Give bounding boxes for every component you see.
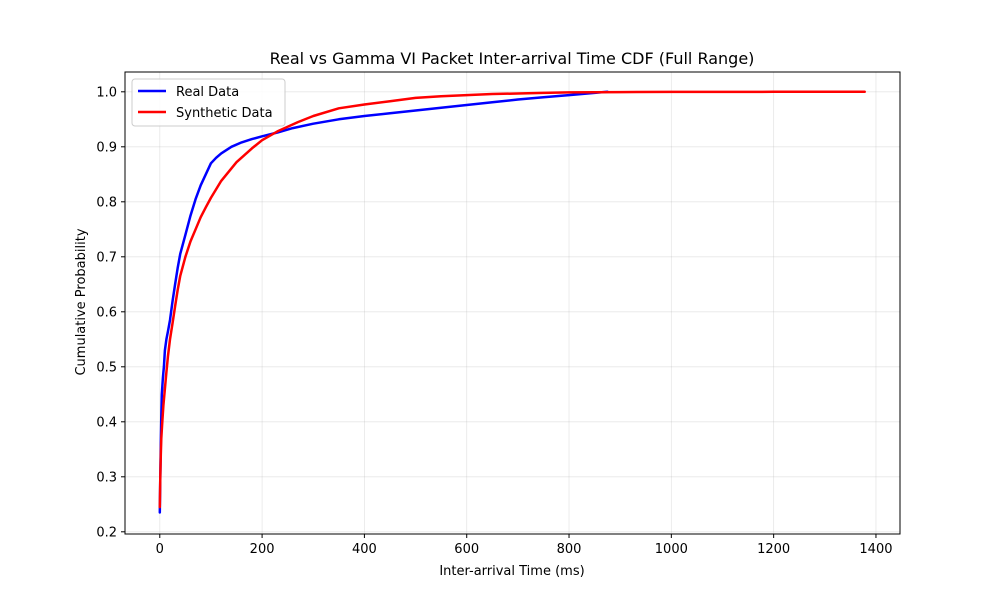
chart-title: Real vs Gamma VI Packet Inter-arrival Ti…: [270, 49, 755, 68]
legend: Real Data Synthetic Data: [131, 78, 286, 127]
y-axis-label: Cumulative Probability: [74, 228, 89, 375]
y-tick-label: 1.0: [96, 85, 117, 100]
x-tick-label: 400: [352, 542, 377, 557]
x-tick-label: 1000: [655, 542, 688, 557]
y-tick-label: 0.8: [96, 195, 117, 210]
legend-box: [131, 78, 286, 127]
x-axis-ticks: 0 200 400 600 800 1000 1200 1400: [156, 534, 893, 557]
x-tick-label: 1200: [757, 542, 790, 557]
y-tick-label: 0.6: [96, 305, 117, 320]
y-tick-label: 0.3: [96, 470, 117, 485]
y-tick-label: 0.4: [96, 415, 117, 430]
legend-label-real-data: Real Data: [176, 85, 239, 100]
y-tick-label: 0.7: [96, 250, 117, 265]
y-tick-label: 0.9: [96, 140, 117, 155]
x-tick-label: 600: [454, 542, 479, 557]
legend-label-synthetic-data: Synthetic Data: [176, 106, 273, 121]
x-tick-label: 200: [250, 542, 275, 557]
series-lines: [158, 90, 866, 514]
series-line-synthetic-data: [158, 90, 866, 509]
series-line-real-data: [158, 90, 609, 514]
plot-area-frame: [124, 71, 901, 535]
grid-lines: [125, 72, 900, 534]
y-axis-ticks: 0.2 0.3 0.4 0.5 0.6 0.7 0.8 0.9 1.0: [96, 85, 125, 540]
x-axis-label: Inter-arrival Time (ms): [439, 564, 584, 579]
x-tick-label: 0: [156, 542, 164, 557]
x-tick-label: 1400: [859, 542, 892, 557]
y-tick-label: 0.5: [96, 360, 117, 375]
x-tick-label: 800: [557, 542, 582, 557]
y-tick-label: 0.2: [96, 525, 117, 540]
